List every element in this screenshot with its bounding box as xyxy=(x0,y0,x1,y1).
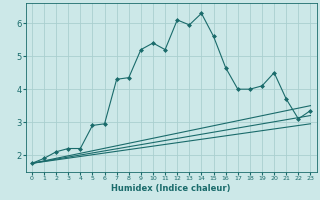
X-axis label: Humidex (Indice chaleur): Humidex (Indice chaleur) xyxy=(111,184,231,193)
